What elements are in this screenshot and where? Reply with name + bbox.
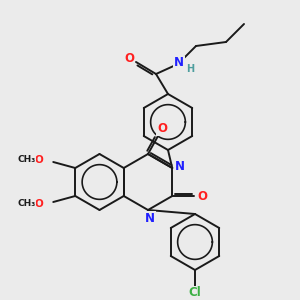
Text: O: O [35, 155, 44, 165]
Text: O: O [157, 122, 167, 136]
Text: Cl: Cl [189, 286, 201, 299]
Text: O: O [124, 52, 134, 64]
Text: N: N [145, 212, 155, 224]
Text: N: N [174, 56, 184, 70]
Text: CH₃: CH₃ [17, 200, 35, 208]
Text: N: N [175, 160, 185, 172]
Text: H: H [186, 64, 194, 74]
Text: O: O [197, 190, 207, 202]
Text: CH₃: CH₃ [17, 155, 35, 164]
Text: O: O [35, 199, 44, 209]
